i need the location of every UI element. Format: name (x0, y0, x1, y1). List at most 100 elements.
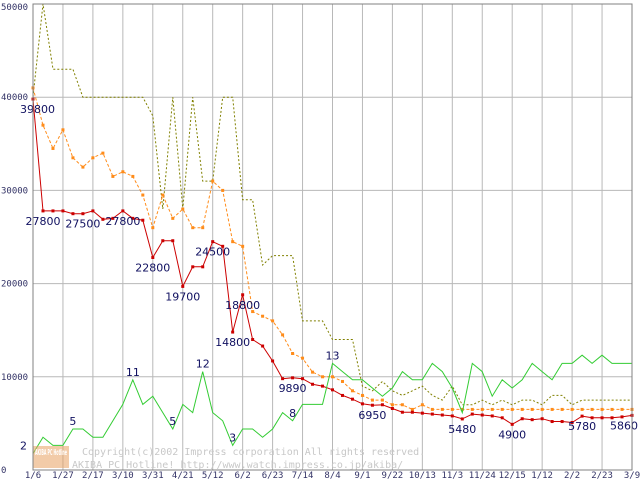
series-point-min (51, 209, 55, 213)
series-point-min (121, 209, 125, 213)
series-point-avg (331, 375, 334, 379)
series-point-min (261, 344, 265, 348)
series-point-avg (81, 165, 85, 169)
series-point-min (520, 417, 524, 421)
series-point-avg (440, 407, 444, 411)
series-point-avg (291, 352, 295, 355)
series-point-avg (321, 375, 325, 379)
series-point-min (301, 377, 305, 381)
series-point-min (251, 338, 255, 342)
series-point-avg (600, 407, 604, 411)
series-point-avg (311, 370, 315, 374)
series-point-min (530, 418, 534, 422)
series-point-min (201, 265, 205, 269)
series-point-min (450, 414, 454, 418)
series-point-avg (540, 407, 544, 411)
x-tick-label: 10/13 (409, 471, 436, 480)
series-point-avg (71, 156, 75, 160)
series-point-min (281, 377, 285, 381)
series-point-min (111, 216, 115, 220)
series-point-avg (271, 319, 275, 323)
series-point-min (380, 403, 384, 407)
series-point-min (81, 212, 85, 216)
series-point-avg (91, 156, 95, 160)
data-label-min: 19700 (165, 290, 200, 303)
series-point-avg (450, 407, 454, 411)
series-point-min (510, 422, 514, 426)
series-point-min (460, 417, 464, 421)
x-tick-label: 8/4 (324, 471, 340, 480)
data-label-min: 22800 (135, 262, 170, 275)
series-point-avg (370, 398, 374, 402)
series-point-avg (430, 407, 434, 411)
data-label-count: 3 (229, 431, 236, 444)
series-point-avg (390, 403, 394, 407)
x-tick-label: 4/21 (172, 471, 194, 480)
series-point-min (570, 420, 574, 424)
series-point-min (480, 413, 484, 417)
series-point-min (400, 410, 404, 414)
series-point-avg (111, 174, 115, 178)
data-label-count: 13 (326, 349, 340, 362)
series-point-min (41, 209, 45, 213)
x-tick-label: 12/15 (499, 471, 526, 480)
series-point-avg (520, 407, 524, 411)
x-tick-label: 9/1 (354, 471, 370, 480)
series-point-avg (410, 407, 414, 411)
series-point-avg (620, 407, 624, 411)
data-label-min: 14800 (215, 336, 250, 349)
series-point-min (590, 416, 594, 420)
series-point-avg (171, 216, 175, 220)
series-point-min (440, 413, 444, 417)
x-tick-label: 2/23 (591, 471, 613, 480)
series-point-min (141, 218, 145, 222)
axis-labels: 0 10000 20000 30000 40000 50000 1/6 1/27 2/17 3/1… (1, 3, 640, 480)
series-point-avg (420, 403, 424, 407)
data-label-count: 12 (196, 358, 210, 371)
data-label-min: 5780 (568, 420, 596, 433)
series-point-avg (510, 407, 514, 411)
series-point-avg (131, 174, 135, 178)
chart-grid (32, 3, 633, 471)
series-point-avg (580, 407, 584, 411)
series-point-min (560, 420, 564, 424)
watermark: AKIBA PC Hotline Copyright(c)2002 Impres… (33, 446, 425, 471)
series-point-avg (340, 379, 344, 383)
series-point-min (91, 209, 95, 213)
series-point-min (61, 209, 65, 213)
series-point-avg (241, 244, 245, 248)
series-point-avg (380, 398, 384, 402)
series-point-min (151, 256, 155, 260)
series-point-avg (161, 193, 165, 197)
x-tick-label: 6/23 (262, 471, 284, 480)
data-label-min: 39800 (20, 103, 55, 116)
series-point-avg (400, 403, 404, 407)
series-point-min (171, 239, 175, 243)
series-point-min (550, 420, 554, 424)
series-point-min (430, 412, 434, 416)
series-point-avg (590, 407, 594, 411)
series-point-avg (221, 188, 225, 192)
series-point-avg (101, 151, 105, 155)
y-tick-label: 0 (1, 466, 6, 476)
x-tick-label: 11/3 (441, 471, 463, 480)
watermark-logo-text: AKIBA PC Hotline (35, 448, 67, 457)
series-point-avg (281, 333, 285, 337)
series-point-min (370, 403, 374, 407)
series-point-avg (360, 393, 364, 397)
y-tick-label: 10000 (1, 373, 28, 383)
x-tick-label: 1/12 (531, 471, 553, 480)
x-tick-label: 3/9 (624, 471, 640, 480)
series-point-min (490, 414, 494, 418)
x-tick-label: 7/14 (292, 471, 314, 480)
data-label-count: 5 (69, 415, 76, 428)
series-point-min (540, 417, 544, 421)
series-point-min (500, 416, 504, 420)
series-point-avg (500, 407, 504, 411)
x-tick-label: 3/31 (142, 471, 164, 480)
series-point-min (390, 406, 394, 410)
series-point-min (600, 416, 604, 420)
y-tick-label: 50000 (1, 3, 28, 13)
series-point-min (360, 402, 364, 406)
